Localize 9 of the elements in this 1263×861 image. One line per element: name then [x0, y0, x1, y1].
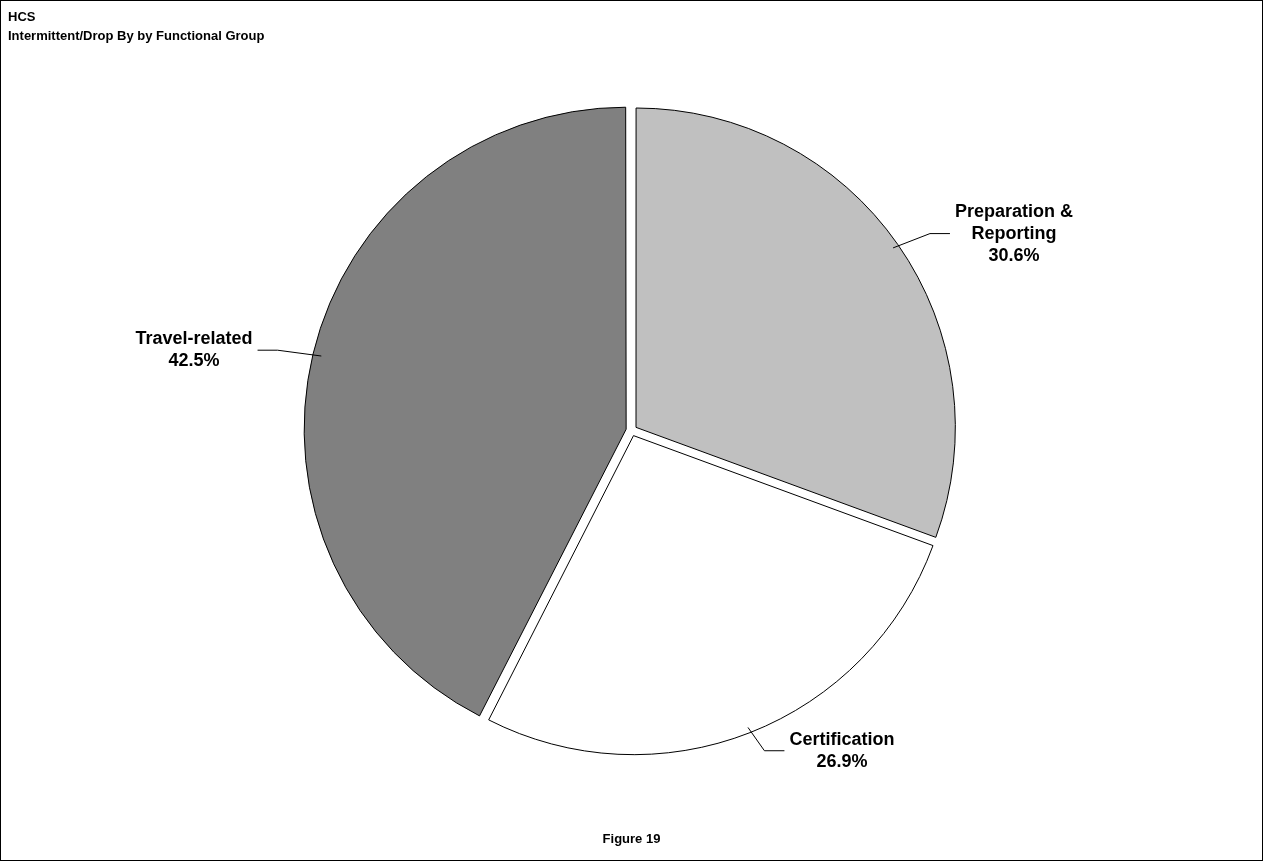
slice-label: Certification	[789, 728, 895, 749]
data-label: 42.5%	[168, 350, 220, 371]
chart-subtitle: Intermittent/Drop By by Functional Group	[8, 27, 265, 45]
slice-label: Travel-related	[135, 328, 253, 349]
slice-label: Preparation & Reporting	[954, 200, 1073, 243]
text: HCS	[8, 8, 37, 26]
data-label: 26.9%	[816, 750, 868, 771]
caption: Figure 19	[601, 831, 662, 846]
data-label: 30.6%	[988, 244, 1040, 265]
